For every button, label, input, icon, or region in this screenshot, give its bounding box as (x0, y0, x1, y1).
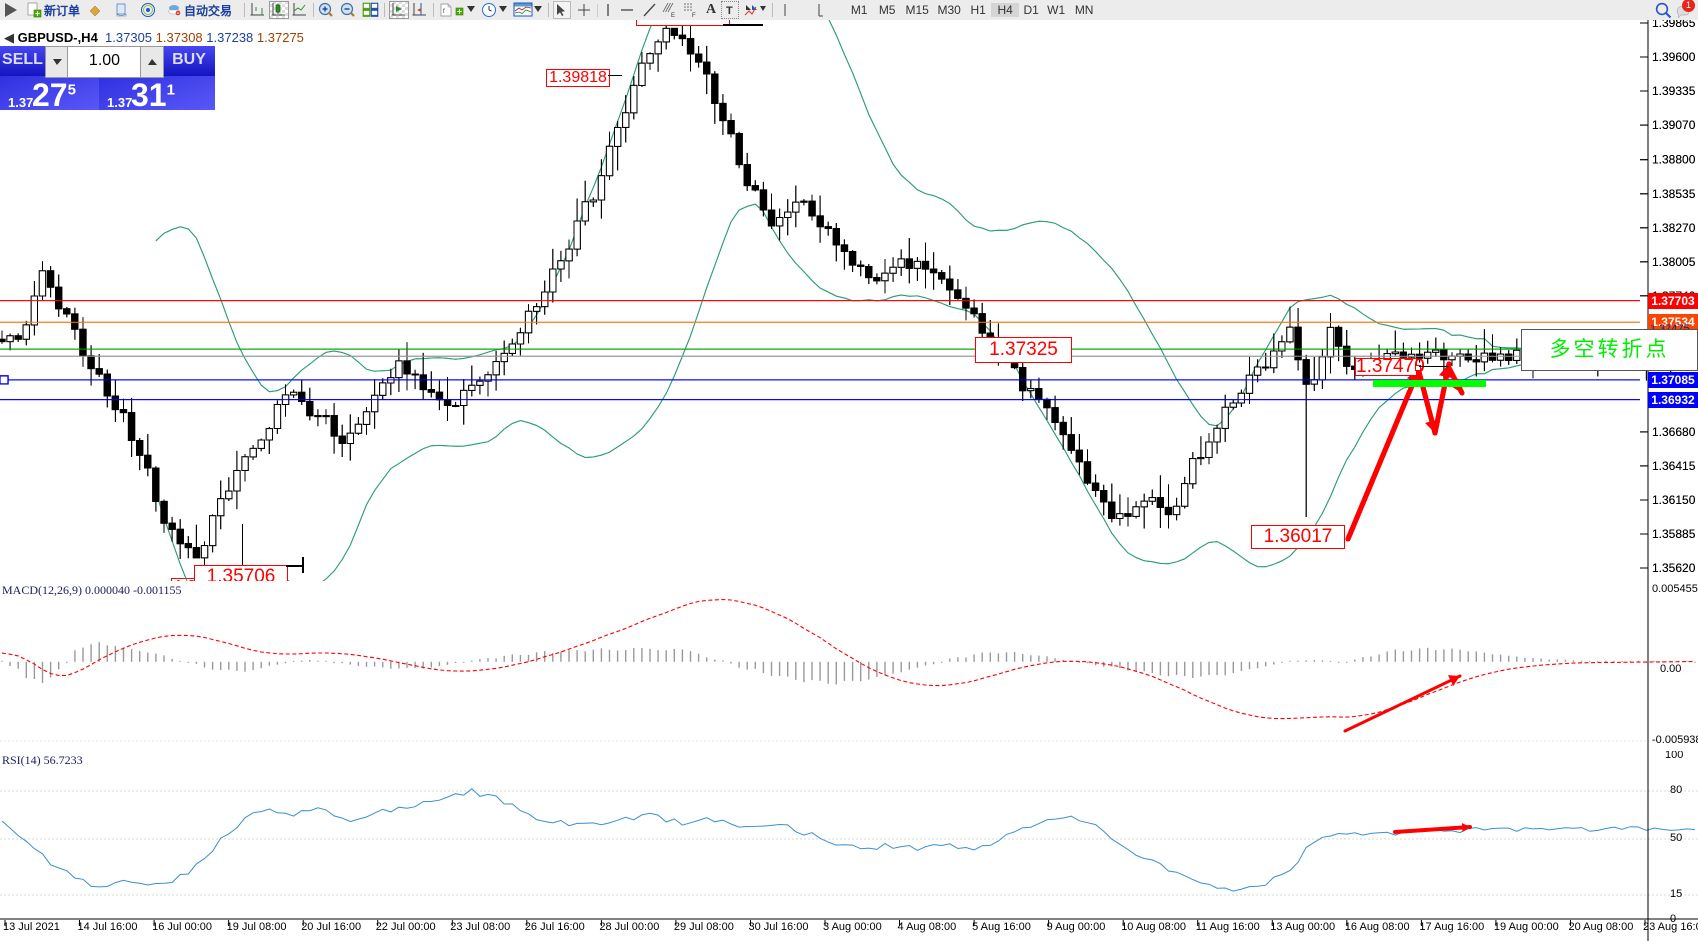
svg-text:T: T (726, 5, 733, 17)
svg-text:1.38270: 1.38270 (1652, 221, 1696, 235)
svg-text:1.36680: 1.36680 (1652, 425, 1696, 439)
svg-text:1.39070: 1.39070 (1652, 118, 1696, 132)
svg-text:1.39335: 1.39335 (1652, 84, 1696, 98)
svg-text:1.38005: 1.38005 (1652, 255, 1696, 269)
svg-text:E: E (671, 13, 675, 18)
svg-text:1.38800: 1.38800 (1652, 153, 1696, 167)
svg-text:1.39600: 1.39600 (1652, 50, 1696, 64)
svg-text:F: F (692, 13, 696, 18)
svg-text:1.38535: 1.38535 (1652, 187, 1696, 201)
svg-text:1.35620: 1.35620 (1652, 561, 1696, 575)
svg-text:1.36415: 1.36415 (1652, 459, 1696, 473)
svg-text:1.39865: 1.39865 (1652, 20, 1696, 30)
svg-text:1.35885: 1.35885 (1652, 527, 1696, 541)
svg-text:1.36150: 1.36150 (1652, 493, 1696, 507)
